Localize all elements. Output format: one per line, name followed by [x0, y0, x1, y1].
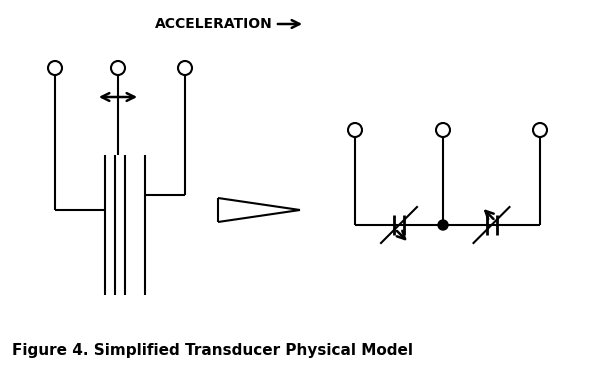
Text: ACCELERATION: ACCELERATION — [155, 17, 273, 31]
Text: Figure 4. Simplified Transducer Physical Model: Figure 4. Simplified Transducer Physical… — [12, 343, 413, 357]
Circle shape — [438, 220, 448, 230]
